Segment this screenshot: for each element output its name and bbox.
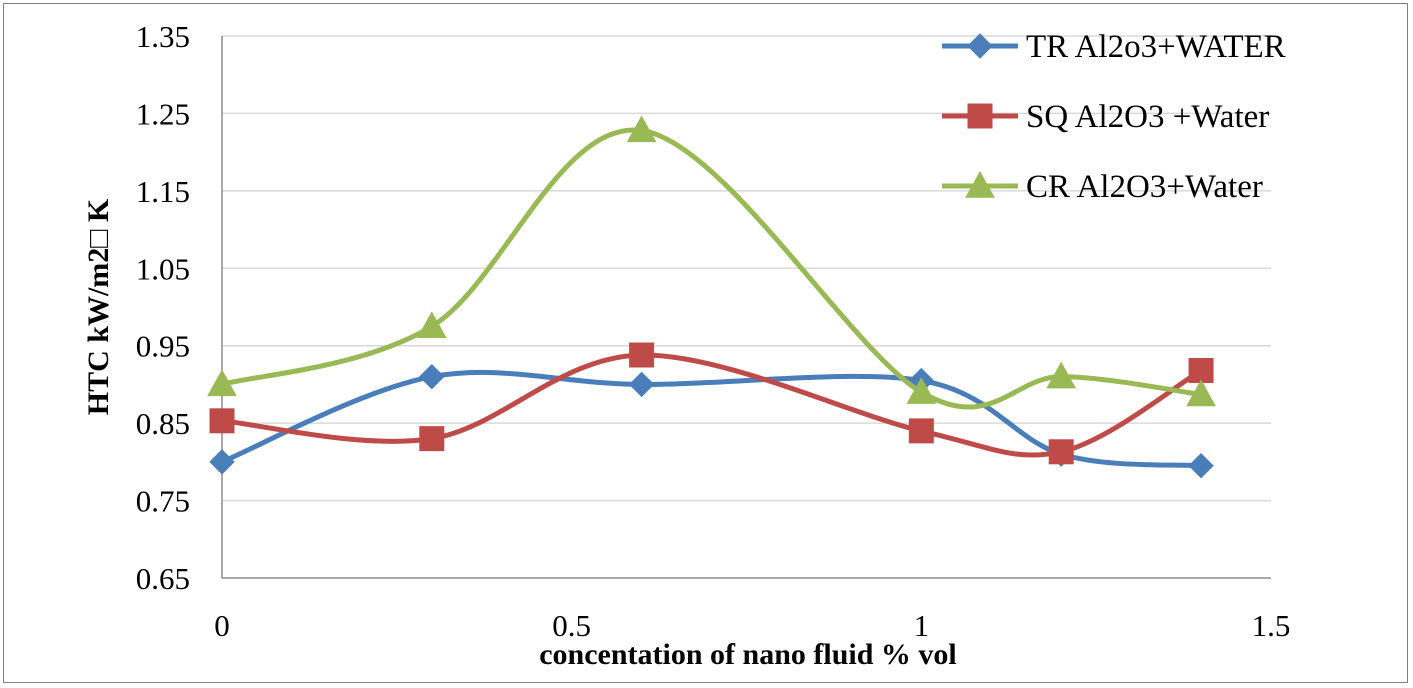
chart-frame	[3, 3, 1408, 683]
tick-labels: 0.65 0.75 0.85 0.95 1.05 1.15 1.25 1.35 0 0.5 1 1.5	[136, 19, 1291, 643]
data-point	[419, 363, 445, 390]
data-point	[1046, 361, 1077, 389]
y-axis-title: HTC kW/m2□ K	[82, 198, 115, 415]
y-tick-label: 0.95	[136, 329, 190, 364]
legend-entry: CR Al2O3+Water	[942, 169, 1263, 205]
legend-label: CR Al2O3+Water	[1026, 169, 1263, 205]
data-point	[416, 311, 447, 339]
y-tick-label: 1.15	[136, 174, 190, 209]
y-tick-label: 1.25	[136, 96, 190, 131]
legend-marker	[965, 170, 995, 198]
data-point	[908, 418, 934, 444]
data-point	[626, 115, 657, 143]
legend-label: SQ Al2O3 +Water	[1026, 99, 1269, 135]
data-point	[628, 371, 655, 398]
series-layer	[207, 115, 1216, 479]
y-tick-label: 0.65	[136, 561, 190, 596]
y-tick-label: 0.85	[136, 406, 190, 441]
data-point	[629, 342, 655, 368]
y-tick-label: 1.05	[136, 251, 190, 286]
data-point	[209, 408, 235, 434]
legend-marker	[967, 33, 993, 59]
data-point	[419, 426, 445, 452]
axes	[221, 36, 1271, 579]
legend-entry: SQ Al2O3 +Water	[942, 99, 1269, 135]
x-tick-label: 1.5	[1252, 608, 1291, 643]
legend-entry: TR Al2o3+WATER	[942, 29, 1286, 65]
data-point	[1188, 357, 1214, 383]
y-tick-label: 1.35	[136, 19, 190, 54]
legend-label: TR Al2o3+WATER	[1026, 29, 1286, 65]
data-point	[1048, 439, 1074, 465]
x-tick-label: 0	[214, 608, 230, 643]
y-tick-label: 0.75	[136, 484, 190, 519]
data-point	[209, 449, 235, 475]
x-tick-label: 1	[914, 608, 930, 643]
data-point	[1188, 453, 1214, 479]
x-axis-title: concentation of nano fluid % vol	[539, 638, 957, 671]
x-tick-label: 0.5	[552, 608, 591, 643]
series-triangle	[207, 115, 1216, 410]
data-point	[207, 369, 237, 397]
data-point	[1186, 379, 1216, 407]
data-point	[906, 377, 937, 404]
series-square	[209, 342, 1214, 465]
gridlines	[222, 35, 1271, 502]
legend: TR Al2o3+WATER SQ Al2O3 +Water CR Al2O3+Wa…	[942, 29, 1286, 205]
legend-marker	[967, 103, 993, 129]
